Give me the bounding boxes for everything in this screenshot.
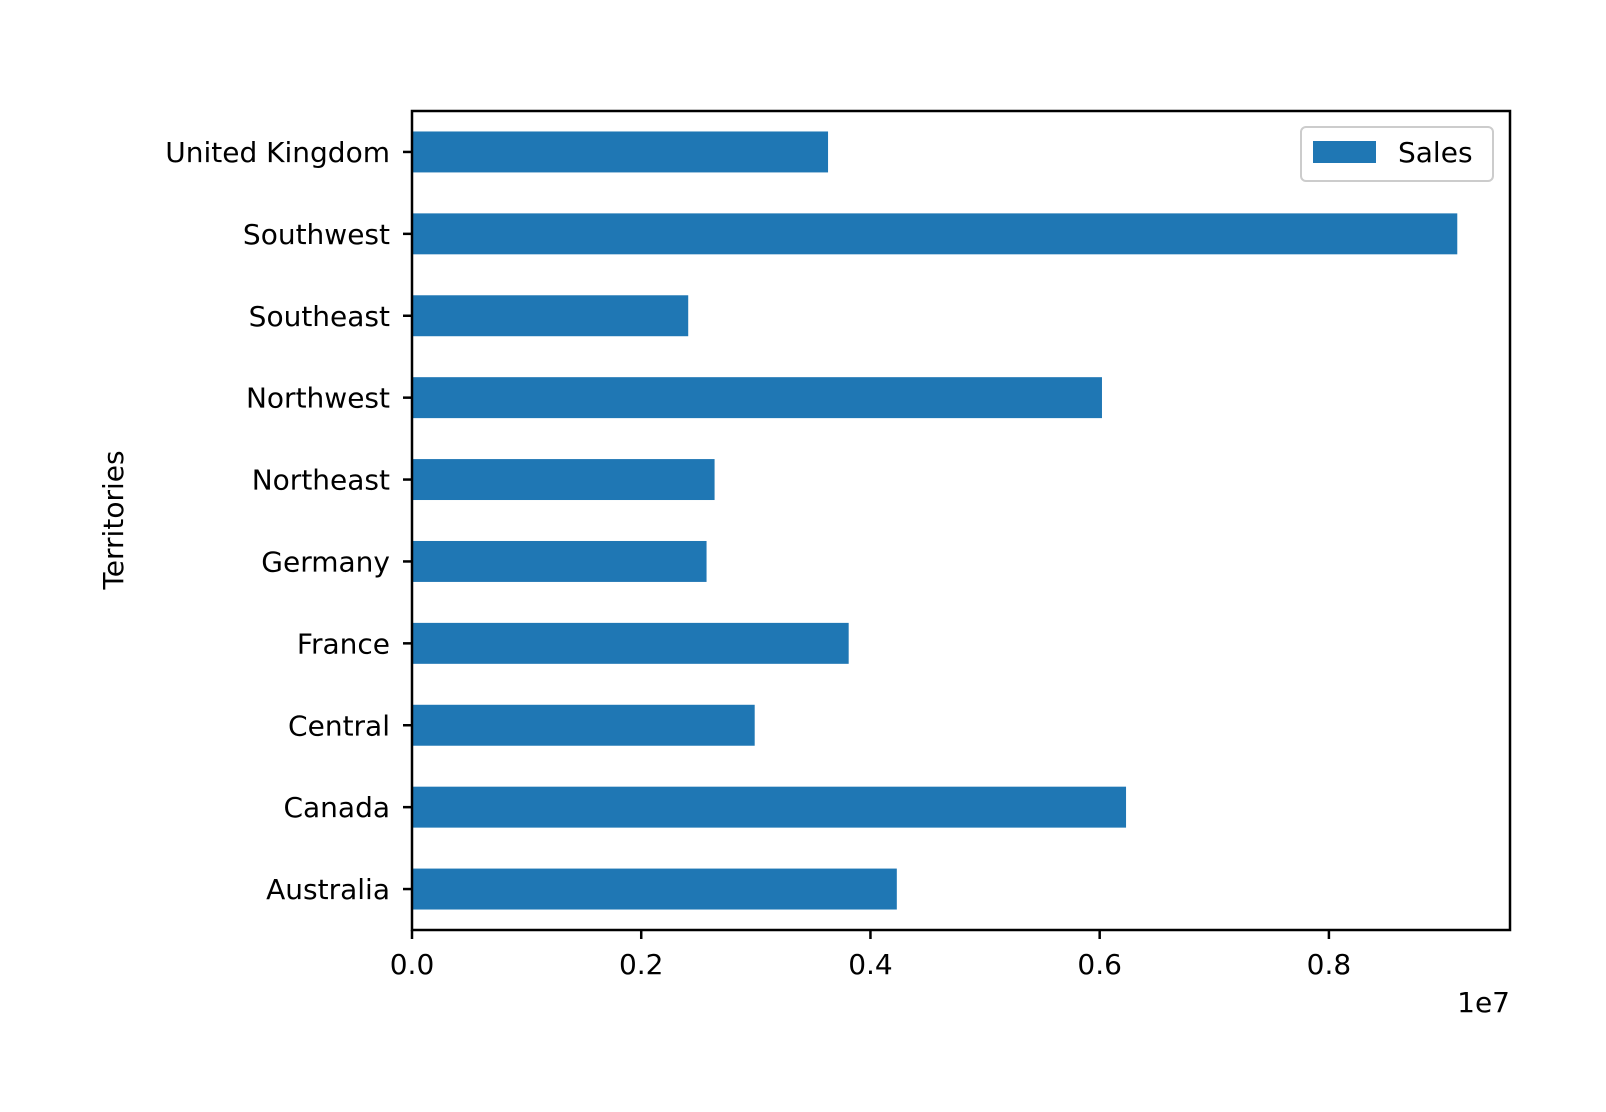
y-tick-label-france: France (297, 627, 390, 660)
y-tick-label-united-kingdom: United Kingdom (165, 136, 390, 169)
x-tick-label: 0.2 (619, 948, 664, 981)
y-axis-label: Territories (97, 450, 130, 590)
x-tick-label: 0.8 (1307, 948, 1352, 981)
y-tick-label-central: Central (288, 709, 390, 742)
x-axis-ticks: 0.0 0.2 0.4 0.6 0.8 (390, 930, 1351, 981)
y-tick-label-northeast: Northeast (252, 464, 390, 497)
bar-germany (412, 540, 707, 582)
legend-box (1300, 126, 1494, 182)
bar-southwest (412, 213, 1458, 255)
y-tick-label-northwest: Northwest (246, 382, 390, 415)
y-tick-label-australia: Australia (266, 873, 390, 906)
plot-frame (410, 109, 1512, 932)
bar-australia (412, 868, 897, 910)
bar-united-kingdom (412, 131, 829, 173)
bar-france (412, 622, 849, 664)
bar-southeast (412, 295, 689, 337)
bars-layer (412, 131, 1458, 910)
x-tick-label: 0.6 (1077, 948, 1122, 981)
x-axis-offset-label: 1e7 (1457, 986, 1510, 1019)
bar-central (412, 704, 755, 746)
y-tick-label-canada: Canada (283, 791, 390, 824)
bar-northeast (412, 459, 715, 501)
y-axis-ticks: Australia Canada Central France Germany North… (165, 136, 412, 906)
y-tick-label-germany: Germany (261, 545, 390, 578)
bar-canada (412, 786, 1127, 828)
x-tick-label: 0.0 (390, 948, 435, 981)
legend-swatch (1313, 141, 1376, 163)
legend: Sales (1300, 126, 1494, 182)
bar-northwest (412, 377, 1102, 419)
y-tick-label-southwest: Southwest (243, 218, 390, 251)
x-tick-label: 0.4 (848, 948, 893, 981)
legend-label-sales: Sales (1398, 136, 1473, 169)
y-tick-label-southeast: Southeast (249, 300, 390, 333)
